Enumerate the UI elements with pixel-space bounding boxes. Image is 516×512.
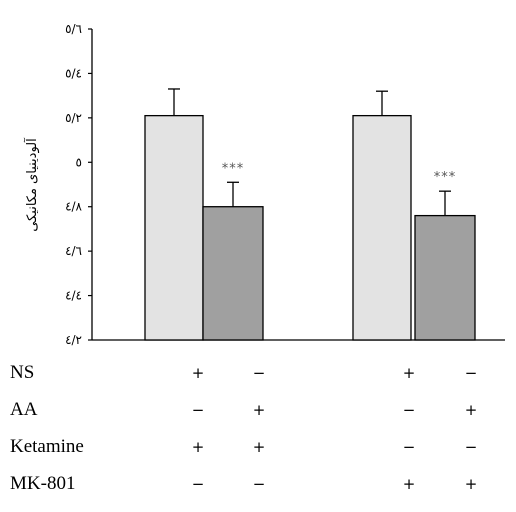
bars: *** *** <box>144 88 476 341</box>
condition-mark: + <box>191 438 205 456</box>
condition-mark: − <box>252 475 266 493</box>
condition-mark: + <box>252 401 266 419</box>
bar-chart: آلودینیای مکانیکی ٥/٦ ٥/٤ ٥/٢ ٥ ٤/٨ ٤/٦ ٤/٤ ٤/٢… <box>23 22 505 347</box>
condition-mark: + <box>464 401 478 419</box>
condition-row: Ketamine + + − − <box>0 436 516 473</box>
condition-name: AA <box>10 399 38 420</box>
bar <box>414 214 476 341</box>
y-tick-label: ٥/٦ <box>65 22 82 36</box>
condition-mark: + <box>191 364 205 382</box>
y-tick-label: ٥/٤ <box>65 66 82 80</box>
condition-mark: − <box>191 475 205 493</box>
condition-row: AA − + − + <box>0 399 516 436</box>
condition-name: Ketamine <box>10 436 84 457</box>
y-tick-label: ٤/٨ <box>65 200 82 214</box>
condition-mark: + <box>252 438 266 456</box>
bar <box>144 114 204 341</box>
y-tick-label: ٥/٢ <box>65 111 82 125</box>
condition-table: NS + − + − AA − + − + Ketamine + + − − MK-801 − − + + <box>0 362 516 510</box>
condition-name: NS <box>10 362 35 383</box>
bar <box>202 206 264 341</box>
condition-mark: − <box>464 364 478 382</box>
y-axis-title: آلودینیای مکانیکی <box>23 137 40 232</box>
condition-mark: − <box>402 438 416 456</box>
condition-mark: + <box>402 475 416 493</box>
condition-mark: − <box>464 438 478 456</box>
condition-name: MK-801 <box>10 473 76 494</box>
condition-mark: − <box>191 401 205 419</box>
condition-mark: + <box>464 475 478 493</box>
y-tick-label: ٤/٦ <box>65 244 82 258</box>
y-tick-label: ٤/٤ <box>65 289 82 303</box>
bar <box>352 114 412 341</box>
significance-marker: *** <box>222 161 245 176</box>
condition-mark: + <box>402 364 416 382</box>
y-tick-label: ٥ <box>76 155 82 169</box>
condition-row: MK-801 − − + + <box>0 473 516 510</box>
significance-marker: *** <box>434 170 457 185</box>
y-axis-label: آلودینیای مکانیکی <box>23 137 40 232</box>
y-tick-label: ٤/٢ <box>65 333 82 347</box>
condition-mark: − <box>402 401 416 419</box>
condition-row: NS + − + − <box>0 362 516 399</box>
condition-mark: − <box>252 364 266 382</box>
